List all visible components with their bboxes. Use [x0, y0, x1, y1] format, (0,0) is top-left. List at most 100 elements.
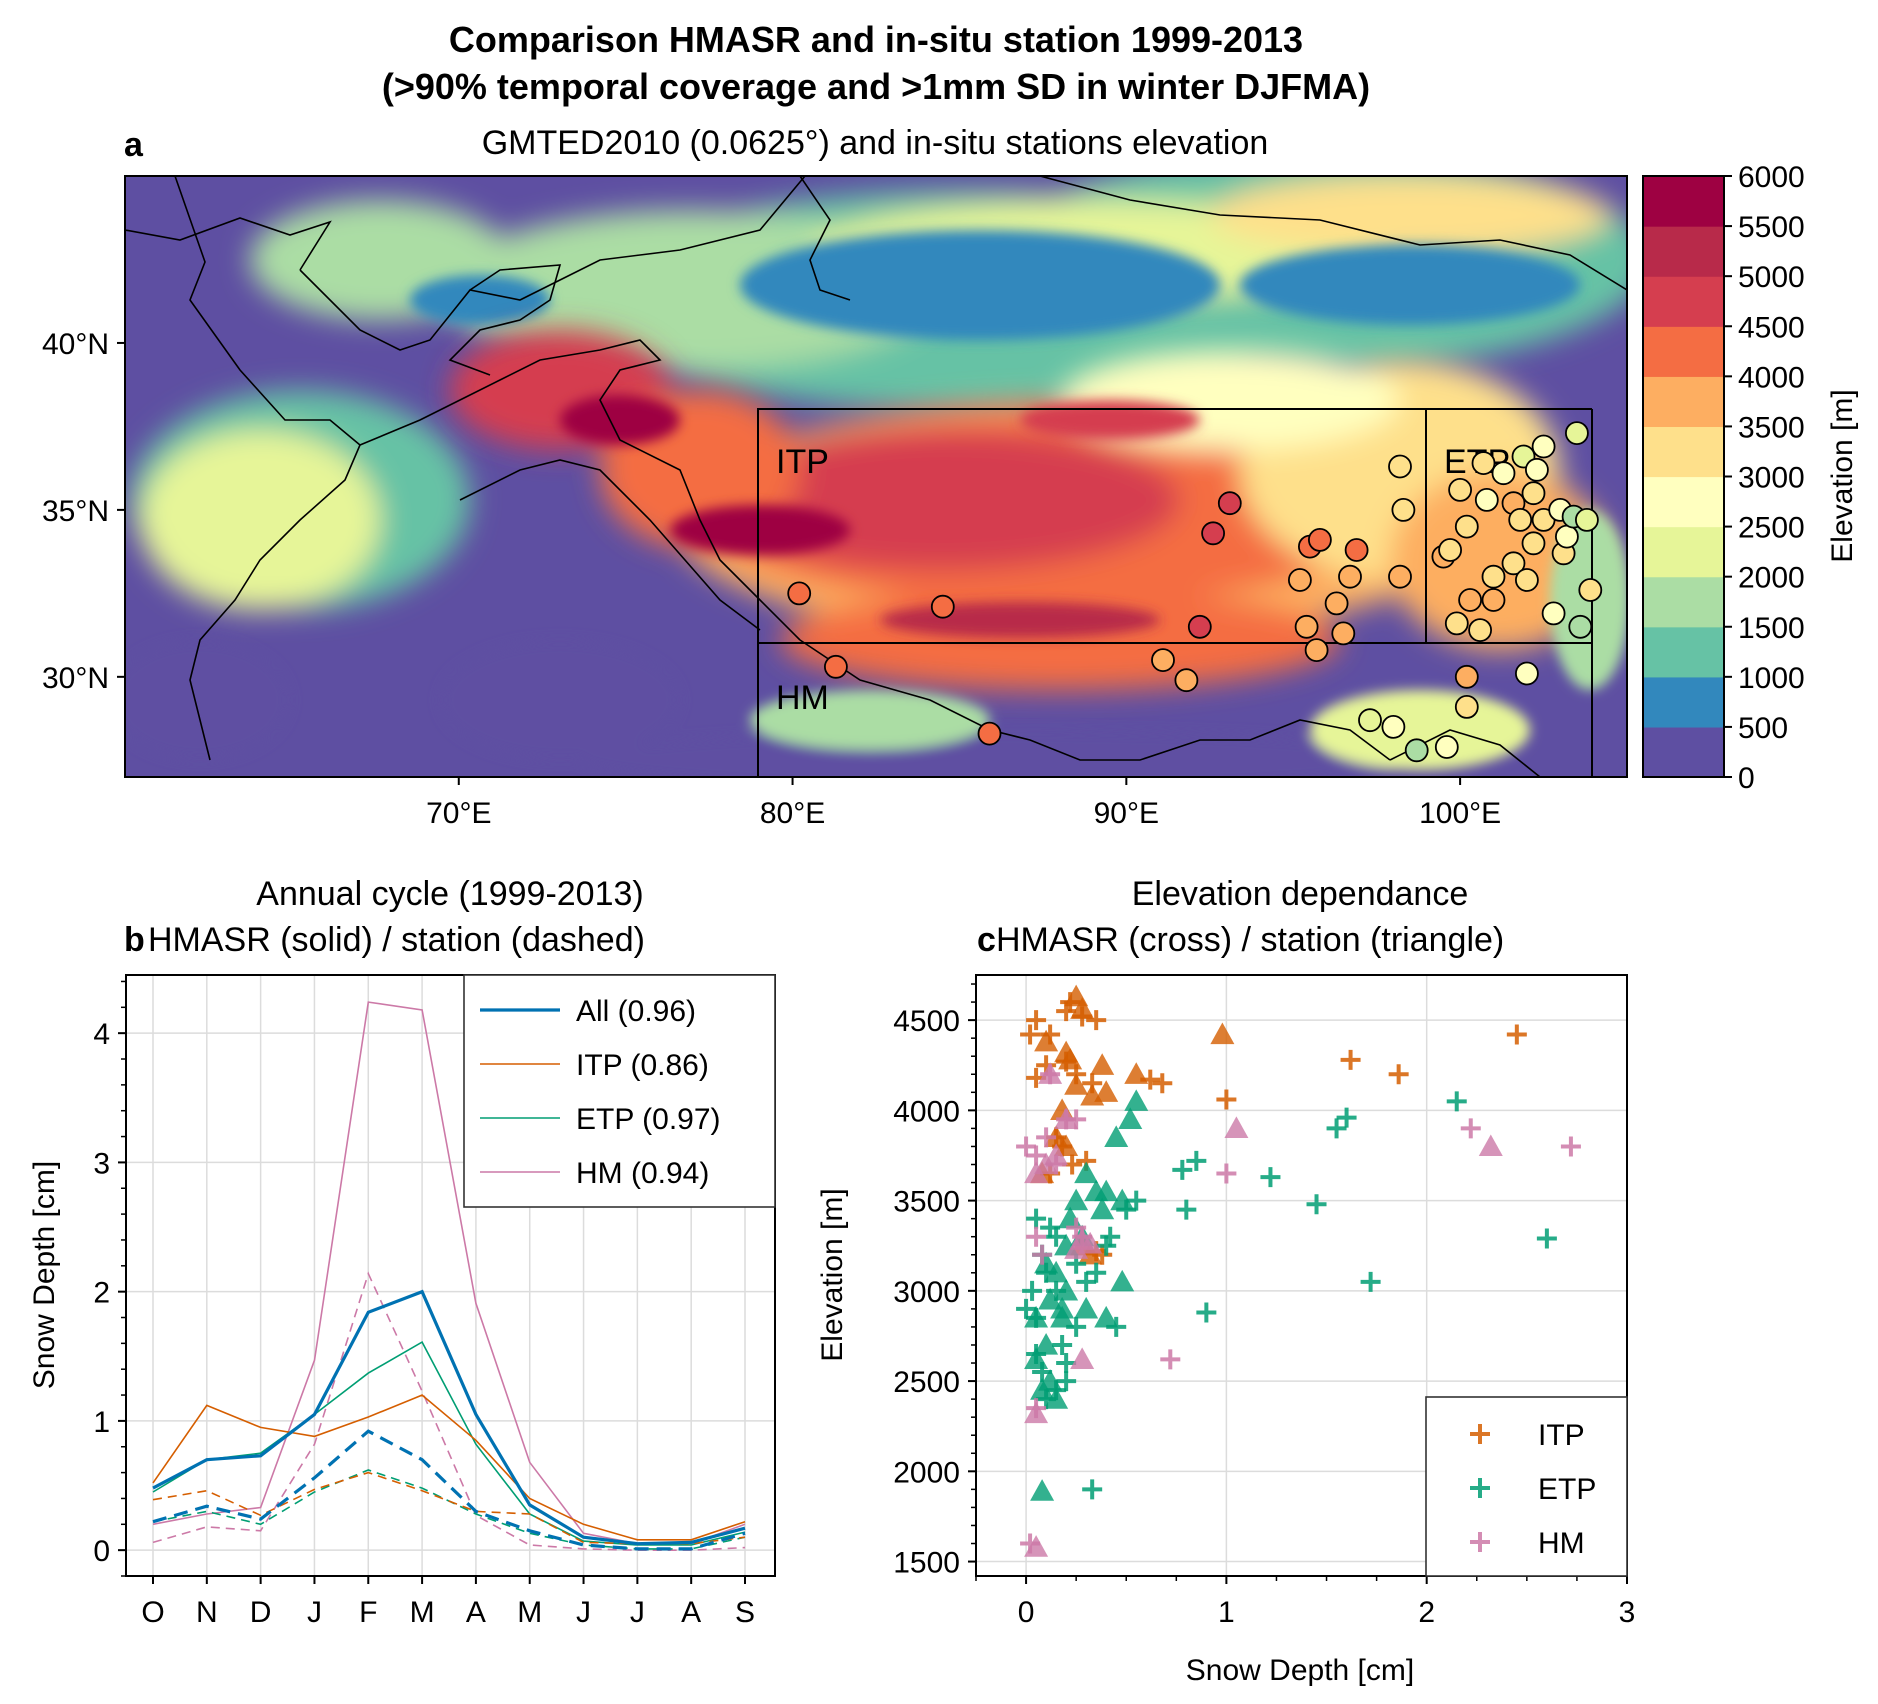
legend-label: HM (0.94) [576, 1157, 709, 1190]
station-marker [1454, 664, 1479, 689]
colorbar-segment [1643, 526, 1724, 578]
y-tick-label: 4 [93, 1018, 110, 1051]
station-triangle-marker [1078, 1242, 1103, 1265]
station-marker [930, 594, 955, 619]
station-triangle-marker [1054, 1278, 1079, 1301]
station-marker [1568, 614, 1593, 639]
panel-b-legend: All (0.96) ITP (0.86) ETP (0.97) HM (0.94) [463, 974, 776, 1208]
panel-b: Annual cycle (1999-2013) b HMASR (solid)… [28, 875, 776, 1629]
lat-tick-label: 30°N [42, 662, 109, 695]
station-marker [1187, 614, 1212, 639]
lat-tick-label: 40°N [42, 328, 109, 361]
lon-tick-label: 80°E [760, 797, 825, 830]
hmasr-cross-marker [1360, 1271, 1381, 1292]
series-hmasr-line [152, 1289, 746, 1546]
station-marker [1174, 668, 1199, 693]
hmasr-cross-marker [1340, 1049, 1361, 1070]
y-tick-label: 1 [93, 1406, 110, 1439]
station-triangle-marker [1058, 1047, 1083, 1070]
hmasr-cross-marker [1176, 1199, 1197, 1220]
elevation-map: ITP ETP HM [125, 176, 1627, 777]
station-marker [1151, 648, 1175, 672]
region-hm-box [757, 642, 1593, 777]
hmasr-cross-marker [1076, 1271, 1097, 1292]
station-marker [1481, 588, 1506, 612]
lon-tick-label: 70°E [426, 797, 491, 830]
hmasr-cross-marker [1096, 1235, 1117, 1256]
station-marker [1508, 508, 1533, 532]
x-tick-label: O [141, 1596, 164, 1629]
hmasr-cross-marker [1536, 1228, 1557, 1249]
panel-b-letter: b [124, 921, 145, 959]
x-tick-label: J [630, 1596, 645, 1629]
colorbar-label: Elevation [m] [1826, 389, 1859, 562]
station-marker [1344, 538, 1369, 562]
hmasr-cross-marker [1016, 1298, 1037, 1319]
station-marker [1575, 508, 1599, 532]
colorbar: 0 500 1000 1500 2000 2500 3000 3500 4000 4500 5000… [1642, 161, 1805, 795]
hmasr-cross-marker [1046, 1226, 1067, 1247]
panel-a-title: GMTED2010 (0.0625°) and in-situ stations… [482, 124, 1269, 162]
station-triangle-marker [1104, 1125, 1129, 1148]
station-marker [1358, 708, 1382, 733]
series-station-line [152, 1271, 746, 1551]
legend-label: ITP [1538, 1419, 1585, 1452]
hmasr-cross-marker [1560, 1136, 1581, 1157]
station-marker [1491, 461, 1516, 486]
hmasr-cross-marker [1336, 1107, 1357, 1128]
hmasr-cross-marker [1020, 1024, 1041, 1045]
station-marker [824, 654, 848, 679]
station-triangle-marker [1024, 1401, 1049, 1424]
panel-c-legend: ITP ETP HM [1425, 1396, 1628, 1577]
station-triangle-marker [1094, 1305, 1119, 1328]
hmasr-cross-marker [1056, 1371, 1077, 1392]
x-tick-label: N [196, 1596, 218, 1629]
station-triangle-marker [1050, 1305, 1075, 1328]
colorbar-segment [1643, 326, 1724, 377]
station-triangle-marker [1064, 1188, 1089, 1211]
station-triangle-marker [1024, 1535, 1049, 1557]
hmasr-cross-marker [1506, 1024, 1527, 1045]
lat-tick-label: 35°N [42, 495, 109, 528]
hmasr-cross-marker [1026, 1208, 1047, 1229]
colorbar-segment [1643, 426, 1724, 478]
station-triangle-marker [1044, 1125, 1069, 1148]
x-tick-label: J [307, 1596, 322, 1629]
hmasr-cross-marker [1016, 1136, 1037, 1157]
station-marker [1388, 454, 1412, 479]
y-tick-label: 2000 [893, 1456, 960, 1489]
legend-box [463, 974, 776, 1208]
hmasr-cross-marker [1022, 1280, 1043, 1301]
series-station-line [152, 1429, 746, 1551]
station-marker [1294, 614, 1319, 639]
station-marker [1448, 477, 1472, 502]
series-hmasr-line [152, 1394, 746, 1541]
hmasr-cross-marker [1470, 1532, 1490, 1552]
suptitle-line1: Comparison HMASR and in-situ station 199… [449, 19, 1303, 60]
station-triangle-marker [1054, 1134, 1079, 1157]
panel-c-title-line1: Elevation dependance [1132, 875, 1469, 913]
station-marker [1541, 601, 1566, 626]
hmasr-cross-marker [1052, 1334, 1073, 1355]
station-marker [1454, 514, 1479, 539]
panel-b-frame [125, 974, 776, 1577]
panel-c-title-line2: HMASR (cross) / station (triangle) [996, 921, 1504, 959]
station-marker [1531, 434, 1556, 459]
series-station-line [152, 1471, 746, 1545]
station-triangle-marker [1070, 997, 1095, 1019]
station-triangle-marker [1064, 1073, 1089, 1095]
station-marker [1434, 735, 1459, 759]
hmasr-cross-marker [1470, 1478, 1490, 1498]
colorbar-tick-label: 4500 [1738, 311, 1805, 344]
station-marker [1444, 611, 1469, 636]
hmasr-cross-marker [1186, 1150, 1207, 1171]
station-triangle-marker [1124, 1062, 1149, 1084]
station-triangle-marker [1038, 1062, 1063, 1084]
hmasr-cross-marker [1160, 1349, 1181, 1370]
hmasr-cross-marker [1032, 1244, 1053, 1265]
station-triangle-marker [1034, 1332, 1059, 1355]
panel-b-title-line2: HMASR (solid) / station (dashed) [148, 921, 645, 959]
y-tick-label: 3000 [893, 1276, 960, 1309]
x-tick-label: J [576, 1596, 591, 1629]
hmasr-cross-marker [1126, 1190, 1147, 1211]
